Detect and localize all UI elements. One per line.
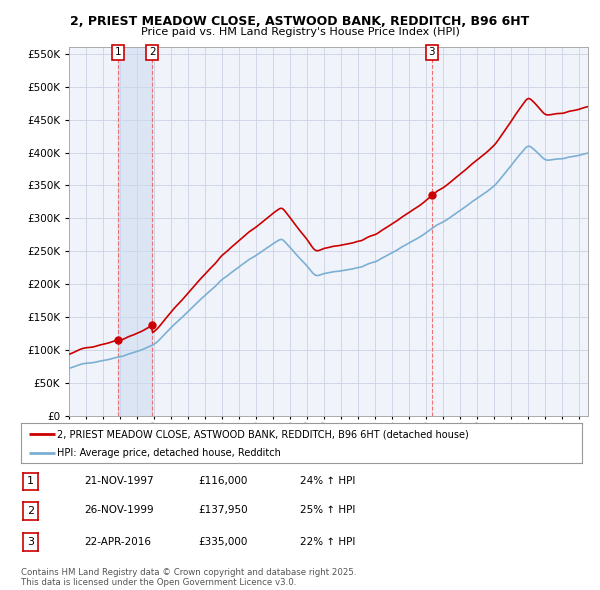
Text: 21-NOV-1997: 21-NOV-1997 [84,476,154,486]
Text: Price paid vs. HM Land Registry's House Price Index (HPI): Price paid vs. HM Land Registry's House … [140,27,460,37]
Text: Contains HM Land Registry data © Crown copyright and database right 2025.
This d: Contains HM Land Registry data © Crown c… [21,568,356,587]
Text: 3: 3 [428,47,435,57]
Text: 2, PRIEST MEADOW CLOSE, ASTWOOD BANK, REDDITCH, B96 6HT (detached house): 2, PRIEST MEADOW CLOSE, ASTWOOD BANK, RE… [58,430,469,440]
Text: 2, PRIEST MEADOW CLOSE, ASTWOOD BANK, REDDITCH, B96 6HT: 2, PRIEST MEADOW CLOSE, ASTWOOD BANK, RE… [70,15,530,28]
Text: 24% ↑ HPI: 24% ↑ HPI [300,476,355,486]
Text: 1: 1 [27,477,34,486]
Text: 22-APR-2016: 22-APR-2016 [84,537,151,546]
Text: £335,000: £335,000 [198,537,247,546]
Text: 1: 1 [115,47,121,57]
Text: 22% ↑ HPI: 22% ↑ HPI [300,537,355,546]
Text: £137,950: £137,950 [198,506,248,515]
Text: 26-NOV-1999: 26-NOV-1999 [84,506,154,515]
Bar [118,47,152,416]
Text: HPI: Average price, detached house, Redditch: HPI: Average price, detached house, Redd… [58,448,281,458]
Text: 3: 3 [27,537,34,547]
Text: 2: 2 [27,506,34,516]
Text: 25% ↑ HPI: 25% ↑ HPI [300,506,355,515]
Text: £116,000: £116,000 [198,476,247,486]
Text: 2: 2 [149,47,155,57]
